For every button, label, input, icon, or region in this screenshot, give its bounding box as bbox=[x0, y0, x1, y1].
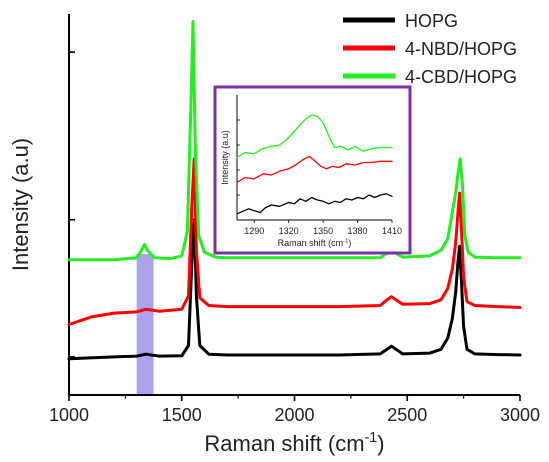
x-tick-label: 1000 bbox=[49, 405, 89, 425]
inset-plot: 1290 1320 1350 1380 1410 Raman shift (cm-1) In… bbox=[213, 85, 412, 255]
x-tick-label: 1350 bbox=[313, 226, 333, 236]
series-line-hopg bbox=[67, 218, 522, 361]
legend-label-4-nbd-hopg: 4-NBD/HOPG bbox=[405, 39, 517, 59]
series-line-4-cbd-hopg bbox=[67, 20, 522, 262]
x-tick-label: 1320 bbox=[279, 226, 299, 236]
y-axis-label: Intensity (a.u) bbox=[8, 138, 33, 271]
x-axis-label: Raman shift (cm-1) bbox=[278, 238, 352, 248]
x-tick-label: 1380 bbox=[348, 226, 368, 236]
x-tick-label: 1290 bbox=[244, 226, 264, 236]
legend-label-4-cbd-hopg: 4-CBD/HOPG bbox=[405, 67, 517, 87]
highlight-region bbox=[136, 254, 154, 395]
series-line-hopg bbox=[236, 193, 393, 215]
y-axis-label: Intensity (a.u) bbox=[220, 130, 230, 185]
x-tick-label: 1410 bbox=[382, 226, 402, 236]
x-tick-label: 2000 bbox=[274, 405, 314, 425]
x-tick-label: 2500 bbox=[387, 405, 427, 425]
x-tick-label: 3000 bbox=[500, 405, 540, 425]
x-tick-label: 1500 bbox=[162, 405, 202, 425]
x-axis-label-main: Raman shift (cm bbox=[204, 431, 364, 456]
x-axis-label-sup: -1 bbox=[343, 238, 348, 244]
x-axis-label-end: ) bbox=[377, 431, 384, 456]
x-axis-label-main: Raman shift (cm bbox=[278, 238, 344, 248]
legend-label-hopg: HOPG bbox=[405, 11, 458, 31]
x-axis-label-sup: -1 bbox=[365, 430, 378, 446]
inset-frame bbox=[213, 85, 412, 255]
series-line-4-nbd-hopg bbox=[236, 155, 393, 184]
x-axis-label-end: ) bbox=[348, 238, 351, 248]
x-axis-label: Raman shift (cm-1) bbox=[204, 430, 384, 456]
series-line-4-cbd-hopg bbox=[236, 114, 393, 159]
series-line-4-nbd-hopg bbox=[67, 157, 522, 326]
